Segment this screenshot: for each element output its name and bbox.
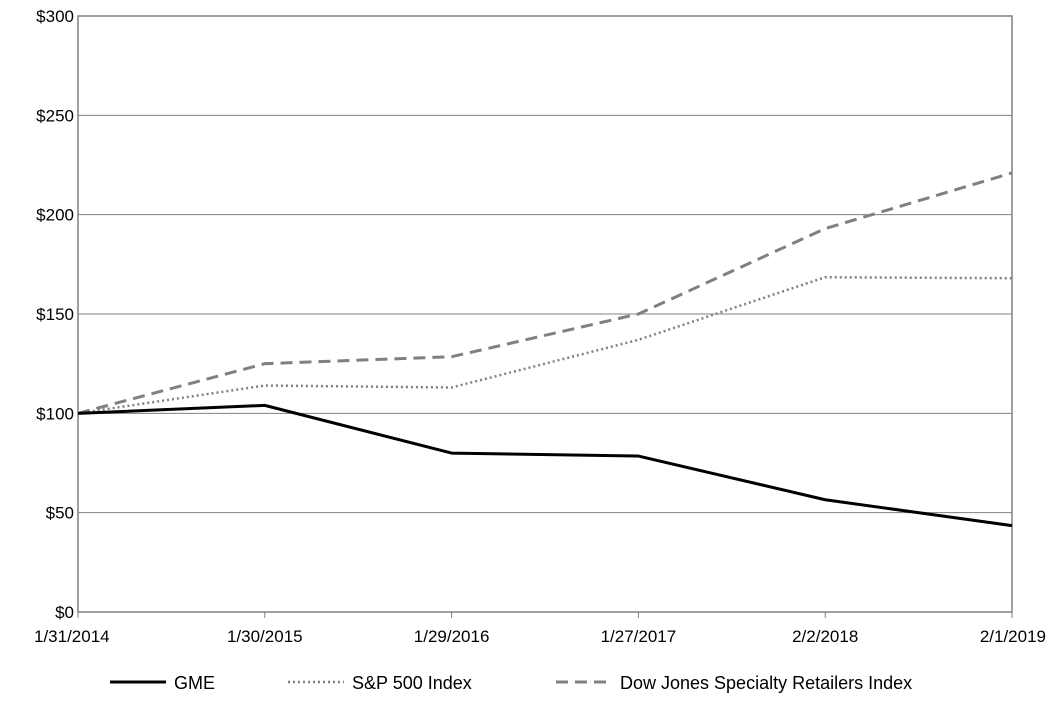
y-axis-tick-labels: $0 $50 $100 $150 $200 $250 $300: [36, 7, 74, 622]
y-tick-label: $300: [36, 7, 74, 26]
x-axis-tick-labels: 1/31/2014 1/30/2015 1/29/2016 1/27/2017 2/2/…: [34, 612, 1046, 646]
legend-label: GME: [174, 673, 215, 693]
y-tick-label: $50: [46, 504, 74, 523]
legend-label: Dow Jones Specialty Retailers Index: [620, 673, 912, 693]
y-tick-label: $150: [36, 305, 74, 324]
x-tick-label: 2/1/2019: [980, 627, 1046, 646]
series-lines: [77, 171, 1013, 528]
plot-area: [77, 15, 1013, 613]
y-tick-label: $100: [36, 404, 74, 423]
legend: GME S&P 500 Index Dow Jones Specialty Reta…: [110, 673, 912, 693]
x-tick-label: 1/27/2017: [601, 627, 677, 646]
legend-label: S&P 500 Index: [352, 673, 472, 693]
x-tick-label: 2/2/2018: [792, 627, 858, 646]
y-tick-label: $0: [55, 603, 74, 622]
series-line-1: [77, 275, 1013, 415]
x-tick-label: 1/30/2015: [227, 627, 303, 646]
x-tick-label: 1/29/2016: [414, 627, 490, 646]
series-line-2: [77, 171, 1013, 415]
y-tick-label: $250: [36, 106, 74, 125]
y-tick-label: $200: [36, 206, 74, 225]
series-line-0: [77, 403, 1013, 528]
x-tick-label: 1/31/2014: [34, 627, 110, 646]
grid-lines: [78, 15, 1012, 613]
